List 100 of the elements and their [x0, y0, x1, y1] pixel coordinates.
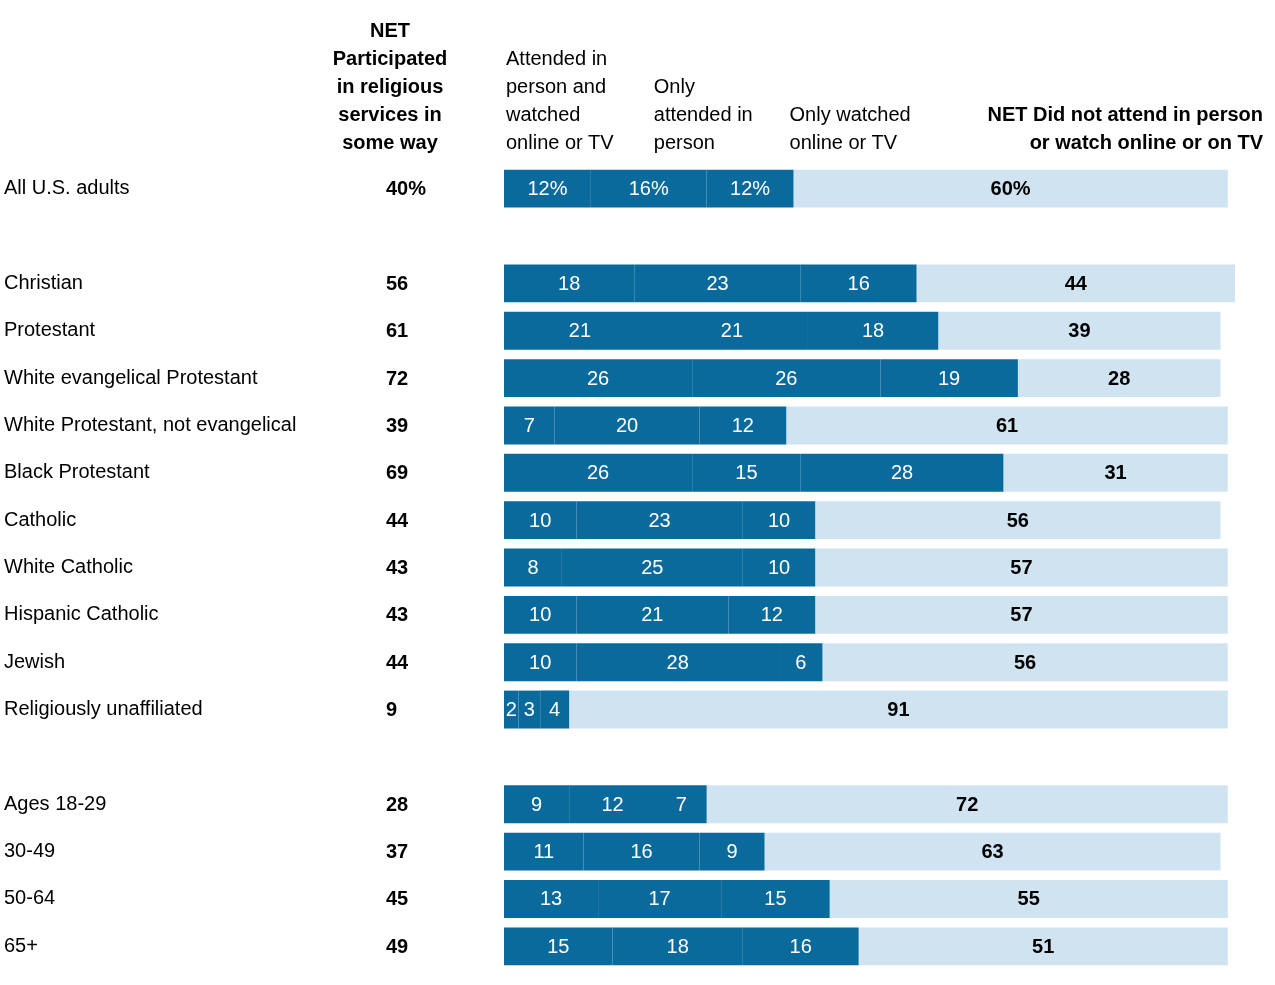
text: 69 [386, 461, 409, 484]
data-label: 26 [775, 366, 798, 389]
y-tick-label: Ages 18-29 [4, 791, 107, 814]
text: 44 [386, 650, 410, 673]
data-label: 63 [981, 840, 1004, 863]
data-label: 15 [735, 461, 758, 484]
y-tick-label: Religiously unaffiliated [4, 697, 203, 720]
series-label: Only attended in person [653, 74, 753, 153]
bar [916, 264, 1235, 303]
text: 28 [386, 792, 409, 815]
data-label: 16 [847, 271, 870, 294]
data-label: 7 [523, 413, 535, 436]
data-label: 15 [547, 934, 570, 957]
bar [1003, 453, 1228, 492]
data-label: 2 [505, 698, 517, 721]
y-tick-label: 30-49 [4, 839, 56, 862]
bar [815, 548, 1228, 587]
data-label: 10 [529, 603, 552, 626]
data-label: 91 [887, 698, 910, 721]
data-label: 15 [764, 887, 787, 910]
data-label: 8 [527, 556, 539, 579]
data-label: 18 [861, 319, 885, 342]
data-label: 57 [1010, 603, 1033, 626]
y-tick-label: Black Protestant [4, 460, 151, 483]
data-label: 26 [586, 461, 610, 484]
data-label: 28 [890, 461, 914, 484]
text: NET Participated in religious services in some way [332, 18, 448, 153]
data-label: 9 [531, 792, 543, 815]
data-label: 10 [529, 650, 552, 673]
data-label: 16% [628, 177, 669, 200]
data-label: 72 [956, 792, 979, 815]
text: 49 [386, 934, 409, 957]
text: 45 [386, 887, 409, 910]
data-label: 13 [539, 887, 563, 910]
y-tick-label: White evangelical Protestant [4, 365, 258, 388]
bar [822, 643, 1228, 682]
data-label: 12 [760, 603, 783, 626]
data-label: 10 [767, 508, 791, 531]
bar [815, 501, 1221, 540]
data-label: 17 [648, 887, 671, 910]
data-label: 56 [1013, 650, 1037, 673]
y-tick-label: 50-64 [4, 886, 56, 909]
bar [815, 595, 1228, 634]
data-label: 16 [630, 840, 653, 863]
data-label: 10 [767, 556, 791, 579]
series-label: Only watched online or TV [789, 102, 911, 153]
data-label: 56 [1006, 508, 1029, 531]
bar [706, 785, 1228, 824]
data-label: 11 [533, 840, 555, 863]
bar [764, 832, 1221, 871]
data-label: 12 [731, 413, 754, 436]
text: 61 [386, 319, 409, 342]
y-tick-label: All U.S. adults [4, 176, 130, 199]
bar [829, 880, 1228, 918]
data-label: 19 [937, 366, 961, 389]
data-label: 39 [1068, 319, 1091, 342]
y-tick-label: White Catholic [4, 555, 133, 578]
bar [786, 406, 1228, 445]
data-label: 28 [666, 650, 689, 673]
series-label: Attended in person and watched online or TV [505, 46, 615, 153]
data-label: 60% [990, 177, 1031, 200]
data-label: 10 [529, 508, 552, 531]
data-label: 55 [1017, 887, 1040, 910]
data-label: 61 [995, 413, 1019, 436]
data-label: 9 [726, 840, 738, 863]
data-label: 51 [1032, 934, 1055, 957]
data-label: 25 [641, 556, 664, 579]
data-label: 18 [558, 271, 581, 294]
y-tick-label: Catholic [4, 507, 77, 530]
text: 40% [386, 177, 427, 200]
data-label: 23 [706, 271, 729, 294]
series-label: NET Did not attend in person or watch online or on TV [987, 102, 1264, 153]
data-label: 12% [527, 177, 568, 200]
bar [938, 311, 1221, 350]
text: 9 [386, 698, 398, 721]
data-label: 18 [666, 934, 689, 957]
data-label: 6 [795, 650, 807, 673]
data-label: 4 [549, 698, 561, 721]
y-tick-label: Christian [4, 270, 83, 293]
y-tick-label: Protestant [4, 318, 96, 341]
y-tick-label: Jewish [4, 649, 66, 672]
bar [1017, 359, 1221, 398]
data-label: 3 [523, 698, 535, 721]
data-label: 57 [1010, 556, 1033, 579]
data-label: 23 [648, 508, 671, 531]
data-label: 20 [615, 413, 639, 436]
text: 37 [386, 840, 409, 863]
data-label: 21 [568, 319, 592, 342]
data-label: 12 [601, 792, 624, 815]
text: 72 [386, 366, 409, 389]
data-label: 16 [789, 934, 812, 957]
bar [569, 690, 1228, 729]
data-label: 12% [730, 177, 771, 200]
data-label: 26 [586, 366, 610, 389]
text: 43 [386, 556, 409, 579]
text: 43 [386, 603, 409, 626]
y-tick-label: 65+ [4, 933, 38, 956]
bar [793, 169, 1228, 208]
y-tick-label: Hispanic Catholic [4, 602, 159, 625]
data-label: 28 [1108, 366, 1131, 389]
